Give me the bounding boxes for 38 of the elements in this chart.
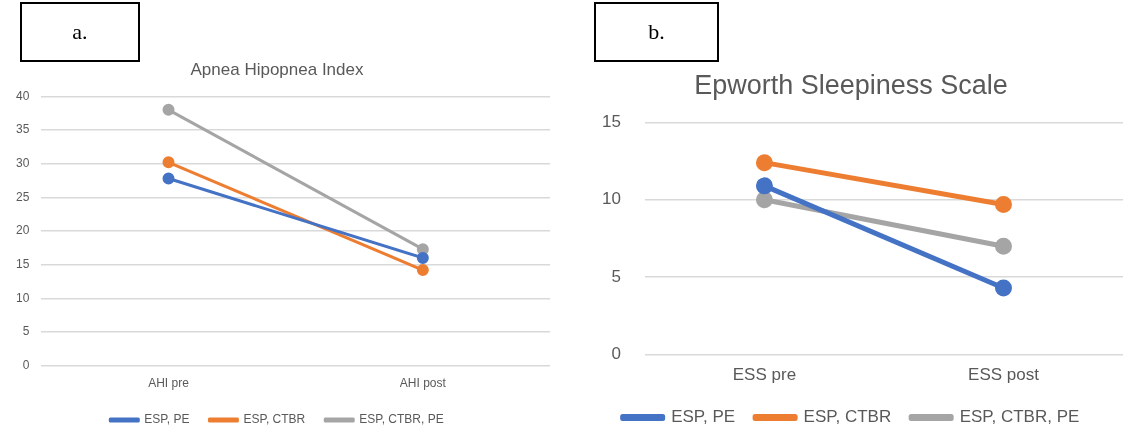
point — [416, 251, 429, 264]
legend-label: ESP, CTBR, PE — [959, 407, 1080, 427]
point — [994, 279, 1012, 297]
point — [755, 191, 773, 209]
y-tick-label: 15 — [601, 112, 621, 132]
y-tick-label: 40 — [15, 88, 30, 103]
y-tick-label: 25 — [15, 189, 30, 204]
text: a. — [20, 2, 140, 62]
y-tick-label: 5 — [22, 324, 30, 339]
legend-label: ESP, PE — [144, 412, 190, 427]
chart-title: Epworth Sleepiness Scale — [694, 69, 1008, 100]
point — [755, 154, 773, 172]
x-tick-label: ESS pre — [732, 365, 797, 385]
point — [162, 172, 175, 185]
legend-label: ESP, CTBR — [243, 412, 306, 427]
point — [416, 264, 429, 277]
legend-label: ESP, CTBR, PE — [359, 412, 444, 427]
y-tick-label: 10 — [15, 290, 30, 305]
point — [162, 156, 175, 169]
x-tick-label: AHI post — [399, 376, 447, 391]
legend-label: ESP, CTBR — [803, 407, 892, 427]
y-tick-label: 0 — [611, 344, 621, 364]
chart-title: Apnea Hipopnea Index — [190, 59, 364, 79]
y-tick-label: 0 — [22, 357, 30, 372]
point — [994, 195, 1012, 213]
legend-label: ESP, PE — [671, 407, 736, 427]
point — [994, 237, 1012, 255]
x-tick-label: ESS post — [968, 365, 1040, 385]
x-tick-label: AHI pre — [148, 376, 190, 391]
y-tick-label: 15 — [15, 256, 30, 271]
point — [162, 103, 175, 116]
point — [755, 177, 773, 195]
y-tick-label: 30 — [15, 156, 30, 171]
y-tick-label: 5 — [611, 266, 621, 286]
y-tick-label: 35 — [15, 122, 30, 137]
y-tick-label: 20 — [15, 223, 30, 238]
text: b. — [594, 2, 719, 62]
y-tick-label: 10 — [601, 189, 621, 209]
